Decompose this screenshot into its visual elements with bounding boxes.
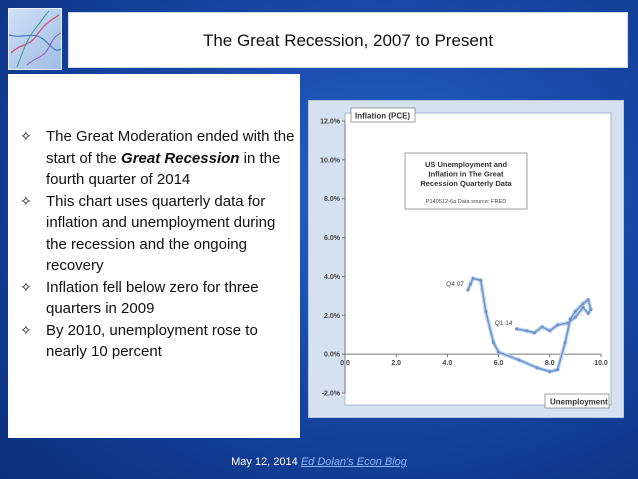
data-point xyxy=(581,302,585,306)
four-point-star-icon: ✧ xyxy=(20,192,32,209)
x-tick-label: 8.0 xyxy=(545,360,555,367)
data-point xyxy=(479,278,483,282)
data-point xyxy=(589,307,593,312)
data-point xyxy=(525,329,529,333)
x-axis-label: Unemployment xyxy=(550,398,608,407)
data-point xyxy=(540,325,544,329)
data-point xyxy=(535,366,539,370)
chart-title-box: US Unemployment and Inflation in The Grea… xyxy=(404,152,528,210)
bullet-item: ✧ This chart uses quarterly data for inf… xyxy=(20,191,296,277)
data-point xyxy=(573,315,577,319)
bullet-text: The Great Moderation ended with the star… xyxy=(46,128,295,167)
bullet-item: ✧ Inflation fell below zero for three qu… xyxy=(20,277,296,320)
four-point-star-icon: ✧ xyxy=(20,128,32,144)
footer-date: May 12, 2014 xyxy=(231,456,298,468)
data-point xyxy=(566,321,570,325)
data-point xyxy=(471,276,475,280)
point-annotation: Q1 14 xyxy=(495,320,513,327)
y-tick-label: 2.0% xyxy=(324,313,341,320)
data-point xyxy=(466,288,470,292)
data-point xyxy=(555,368,560,372)
data-point xyxy=(586,298,590,302)
chart-title-line: US Unemployment and xyxy=(425,160,508,169)
data-point xyxy=(484,309,488,313)
chart-panel: -2.0%0.0%2.0%4.0%6.0%8.0%10.0%12.0% 0.02… xyxy=(308,100,624,418)
chart-title: US Unemployment and Inflation in The Grea… xyxy=(420,160,512,188)
data-point xyxy=(586,311,590,315)
data-point xyxy=(517,358,521,362)
data-point xyxy=(548,329,552,333)
chart-title-line: Inflation in The Great xyxy=(428,170,504,179)
bullet-item: ✧ The Great Moderation ended with the st… xyxy=(20,126,296,191)
bullet-text: Inflation fell below zero for three quar… xyxy=(46,278,259,318)
y-axis-label: Inflation (PCE) xyxy=(355,112,410,121)
blog-link[interactable]: Ed Dolan's Econ Blog xyxy=(300,456,407,468)
x-tick-label: 10.0 xyxy=(594,360,608,367)
data-point xyxy=(573,309,577,313)
title-bar: The Great Recession, 2007 to Present xyxy=(68,12,628,68)
data-point xyxy=(563,340,567,345)
x-tick-label: 2.0 xyxy=(391,360,401,367)
x-tick-label: 4.0 xyxy=(443,360,453,367)
data-point xyxy=(568,317,572,321)
content-panel: ✧ The Great Moderation ended with the st… xyxy=(8,74,300,438)
data-point xyxy=(555,323,560,327)
y-axis-label-box: Inflation (PCE) xyxy=(350,107,416,123)
bullet-emphasis: Great Recession xyxy=(121,149,240,167)
point-annotation: Q4 07 xyxy=(446,281,464,288)
y-tick-label: 4.0% xyxy=(324,274,341,281)
bullet-text: This chart uses quarterly data for infla… xyxy=(46,192,276,275)
y-tick-label: 6.0% xyxy=(324,235,341,242)
bullet-text-end: in the fourth quarter of 2014 xyxy=(46,149,281,189)
y-tick-label: 10.0% xyxy=(320,157,341,164)
slide-title: The Great Recession, 2007 to Present xyxy=(202,31,494,50)
bullet-list: ✧ The Great Moderation ended with the st… xyxy=(20,126,296,363)
data-point xyxy=(548,370,552,374)
slide-logo xyxy=(8,8,62,70)
x-axis-label-box: Unemployment xyxy=(544,393,610,409)
chart-subtitle: P140512-6a Data source: FRED xyxy=(426,199,507,205)
y-tick-label: -2.0% xyxy=(322,391,341,398)
chart-title-line: Recession Quarterly Data xyxy=(420,179,512,188)
phillips-curve-chart: -2.0%0.0%2.0%4.0%6.0%8.0%10.0%12.0% 0.02… xyxy=(320,107,612,409)
data-point xyxy=(581,305,585,310)
data-point xyxy=(514,327,519,331)
data-point xyxy=(491,340,496,345)
footer: May 12, 2014 Ed Dolan's Econ Blog xyxy=(0,456,638,468)
four-point-star-icon: ✧ xyxy=(20,321,32,338)
data-point xyxy=(468,282,473,286)
four-point-star-icon: ✧ xyxy=(20,278,32,295)
x-tick-label: 6.0 xyxy=(494,360,504,367)
bullet-item: ✧ By 2010, unemployment rose to nearly 1… xyxy=(20,320,296,363)
y-tick-label: 12.0% xyxy=(320,119,341,126)
map-thumbnail-icon xyxy=(9,10,61,68)
y-tick-label: 8.0% xyxy=(324,196,341,203)
data-point xyxy=(532,331,537,335)
bullet-text: By 2010, unemployment rose to nearly 10 … xyxy=(46,321,258,361)
y-tick-label: 0.0% xyxy=(324,352,341,359)
data-point xyxy=(497,350,501,354)
